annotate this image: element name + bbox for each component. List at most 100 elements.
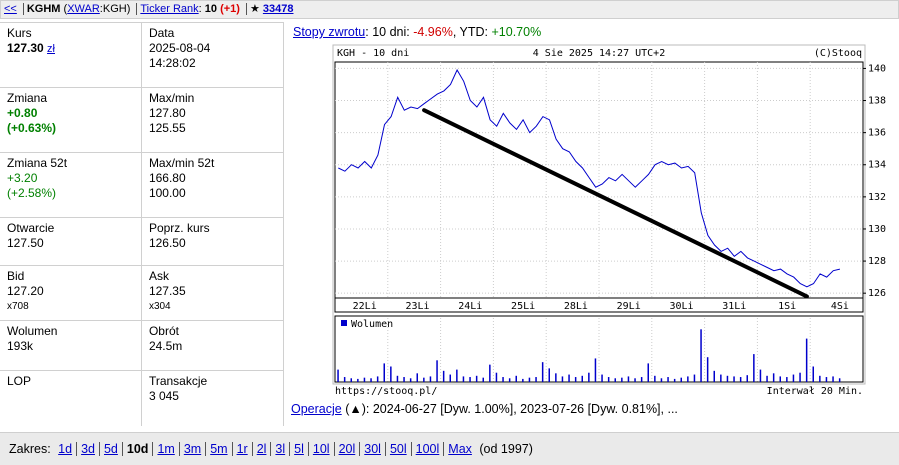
quote-cell: Poprz. kurs 126.50 (141, 217, 285, 266)
returns-link[interactable]: Stopy zwrotu (293, 25, 366, 39)
y-tick-label: 132 (868, 192, 886, 203)
range-item[interactable]: 5l (289, 442, 308, 456)
range-item[interactable]: 10l (307, 442, 334, 456)
volume-bar (343, 377, 346, 382)
rank-link[interactable]: Ticker Rank (140, 3, 199, 15)
y-tick-label: 138 (868, 96, 886, 107)
volume-bar (720, 374, 722, 382)
volume-bar (739, 377, 742, 382)
range-bar: Zakres: 1d 3d 5d 10d 1m 3m 5m 1r 2l 3l 5l 10l 20l 30l… (0, 432, 899, 465)
chart-credit: (C)Stooq (814, 48, 862, 59)
volume-bar (621, 377, 623, 382)
header-bar: << KGHM (XWAR:KGH) Ticker Rank: 10 (+1) ★ 3… (0, 0, 899, 19)
unit-link[interactable]: zł (47, 43, 55, 55)
range-item[interactable]: 3m (178, 442, 206, 456)
quote-label: Otwarcie (7, 221, 55, 235)
volume-bar (363, 377, 366, 382)
quote-value: 24.5m (148, 339, 183, 353)
range-item[interactable]: 5d (98, 442, 122, 456)
volume-bar (541, 362, 544, 382)
quote-label: Wolumen (7, 324, 58, 338)
quote-label: Max/min 52t (148, 156, 215, 170)
range-item[interactable]: 100l (410, 442, 444, 456)
returns: Stopy zwrotu: 10 dni: -4.96%, YTD: +10.7… (293, 25, 541, 39)
range-item[interactable]: 1d (58, 442, 73, 456)
range-item[interactable]: 30l (359, 442, 385, 456)
volume-bar (429, 376, 432, 382)
quote-row: LOP Transakcje 3 045 (0, 370, 285, 426)
quote-cell: Obrót 24.5m (141, 320, 285, 371)
volume-bar (812, 366, 814, 382)
volume-bar (350, 378, 352, 382)
quote-value: 193k (7, 339, 34, 353)
chart-source: https://stooq.pl/ (335, 386, 437, 397)
volume-bar (515, 375, 517, 382)
y-tick-label: 126 (868, 288, 886, 299)
volume-bar (640, 377, 643, 382)
quote-label: Bid (7, 269, 25, 283)
volume-bar (581, 375, 583, 382)
volume-bar (555, 373, 557, 382)
range-item[interactable]: 2l (251, 442, 271, 456)
range-item[interactable]: 50l (384, 442, 411, 456)
volume-bar (469, 377, 471, 382)
range-item[interactable]: 1r (231, 442, 252, 456)
quote-cell: Max/min 52t 166.80 100.00 (141, 152, 285, 218)
volume-bar (475, 375, 478, 382)
quote-cell: Wolumen 193k (0, 320, 142, 371)
star-count[interactable]: 33478 (262, 3, 294, 15)
volume-bar (489, 364, 491, 382)
volume-bar (673, 378, 676, 382)
x-tick-label: 24Li (458, 301, 482, 312)
quote-value: 166.80 (148, 171, 186, 185)
quote-value: 100.00 (148, 186, 186, 200)
back-link[interactable]: << (4, 3, 17, 15)
volume-bar (779, 376, 781, 382)
volume-bar (786, 377, 788, 382)
volume-bar (357, 378, 359, 382)
volume-bar (456, 369, 458, 382)
range-item[interactable]: 5m (205, 442, 232, 456)
paren: ( (63, 3, 68, 15)
chart: KGH - 10 dni 4 Sie 2025 14:27 UTC+2 (C)Sto… (332, 44, 886, 397)
exchange-link[interactable]: XWAR (67, 3, 100, 15)
quote-value: 127.80 (148, 106, 186, 120)
stars: ★ 33478 (245, 3, 297, 15)
volume-bar (733, 376, 735, 382)
quote-label: Zmiana 52t (7, 156, 68, 170)
x-tick-label: 22Li (353, 301, 377, 312)
volume-bar (759, 369, 762, 382)
volume-bar (660, 378, 663, 382)
volume-bar (495, 372, 498, 382)
range-item[interactable]: 3l (270, 442, 290, 456)
x-tick-label: 31Li (722, 301, 746, 312)
volume-bar (522, 378, 524, 382)
y-tick-label: 128 (868, 256, 886, 267)
quote-cell: Zmiana 52t +3.20 (+2.58%) (0, 152, 142, 218)
volume-bar (746, 375, 748, 382)
volume-bar (390, 366, 392, 382)
rank-value: 10 (204, 3, 218, 15)
range-item[interactable]: 20l (333, 442, 360, 456)
x-tick-label: 30Li (669, 301, 693, 312)
range-item[interactable]: 3d (76, 442, 99, 456)
return-10d: -4.96% (413, 25, 453, 39)
volume-bar (535, 377, 537, 382)
volume-bar (680, 377, 682, 382)
x-tick-label: 1Si (778, 301, 796, 312)
volume-bar (548, 368, 550, 382)
operations: Operacje (▲): 2024-06-27 [Dyw. 1.00%], 2… (291, 402, 678, 416)
operations-link[interactable]: Operacje (291, 402, 342, 416)
volume-bar (482, 377, 484, 382)
quote-label: Max/min (148, 91, 195, 105)
quote-table: Kurs 127.30 zł Data 2025-08-04 14:28:02 Zmian… (0, 22, 285, 426)
range-item[interactable]: Max (443, 442, 476, 456)
quote-row: Zmiana +0.80 (+0.63%) Max/min 127.80 125.55 (0, 87, 285, 153)
volume-bar (772, 373, 775, 382)
volume-bar (528, 377, 531, 382)
range-item[interactable]: 1m (152, 442, 179, 456)
y-tick-label: 136 (868, 128, 886, 139)
rank-change: (+1) (220, 3, 240, 15)
quote-value: 14:28:02 (148, 56, 196, 70)
volume-bar (627, 376, 630, 382)
